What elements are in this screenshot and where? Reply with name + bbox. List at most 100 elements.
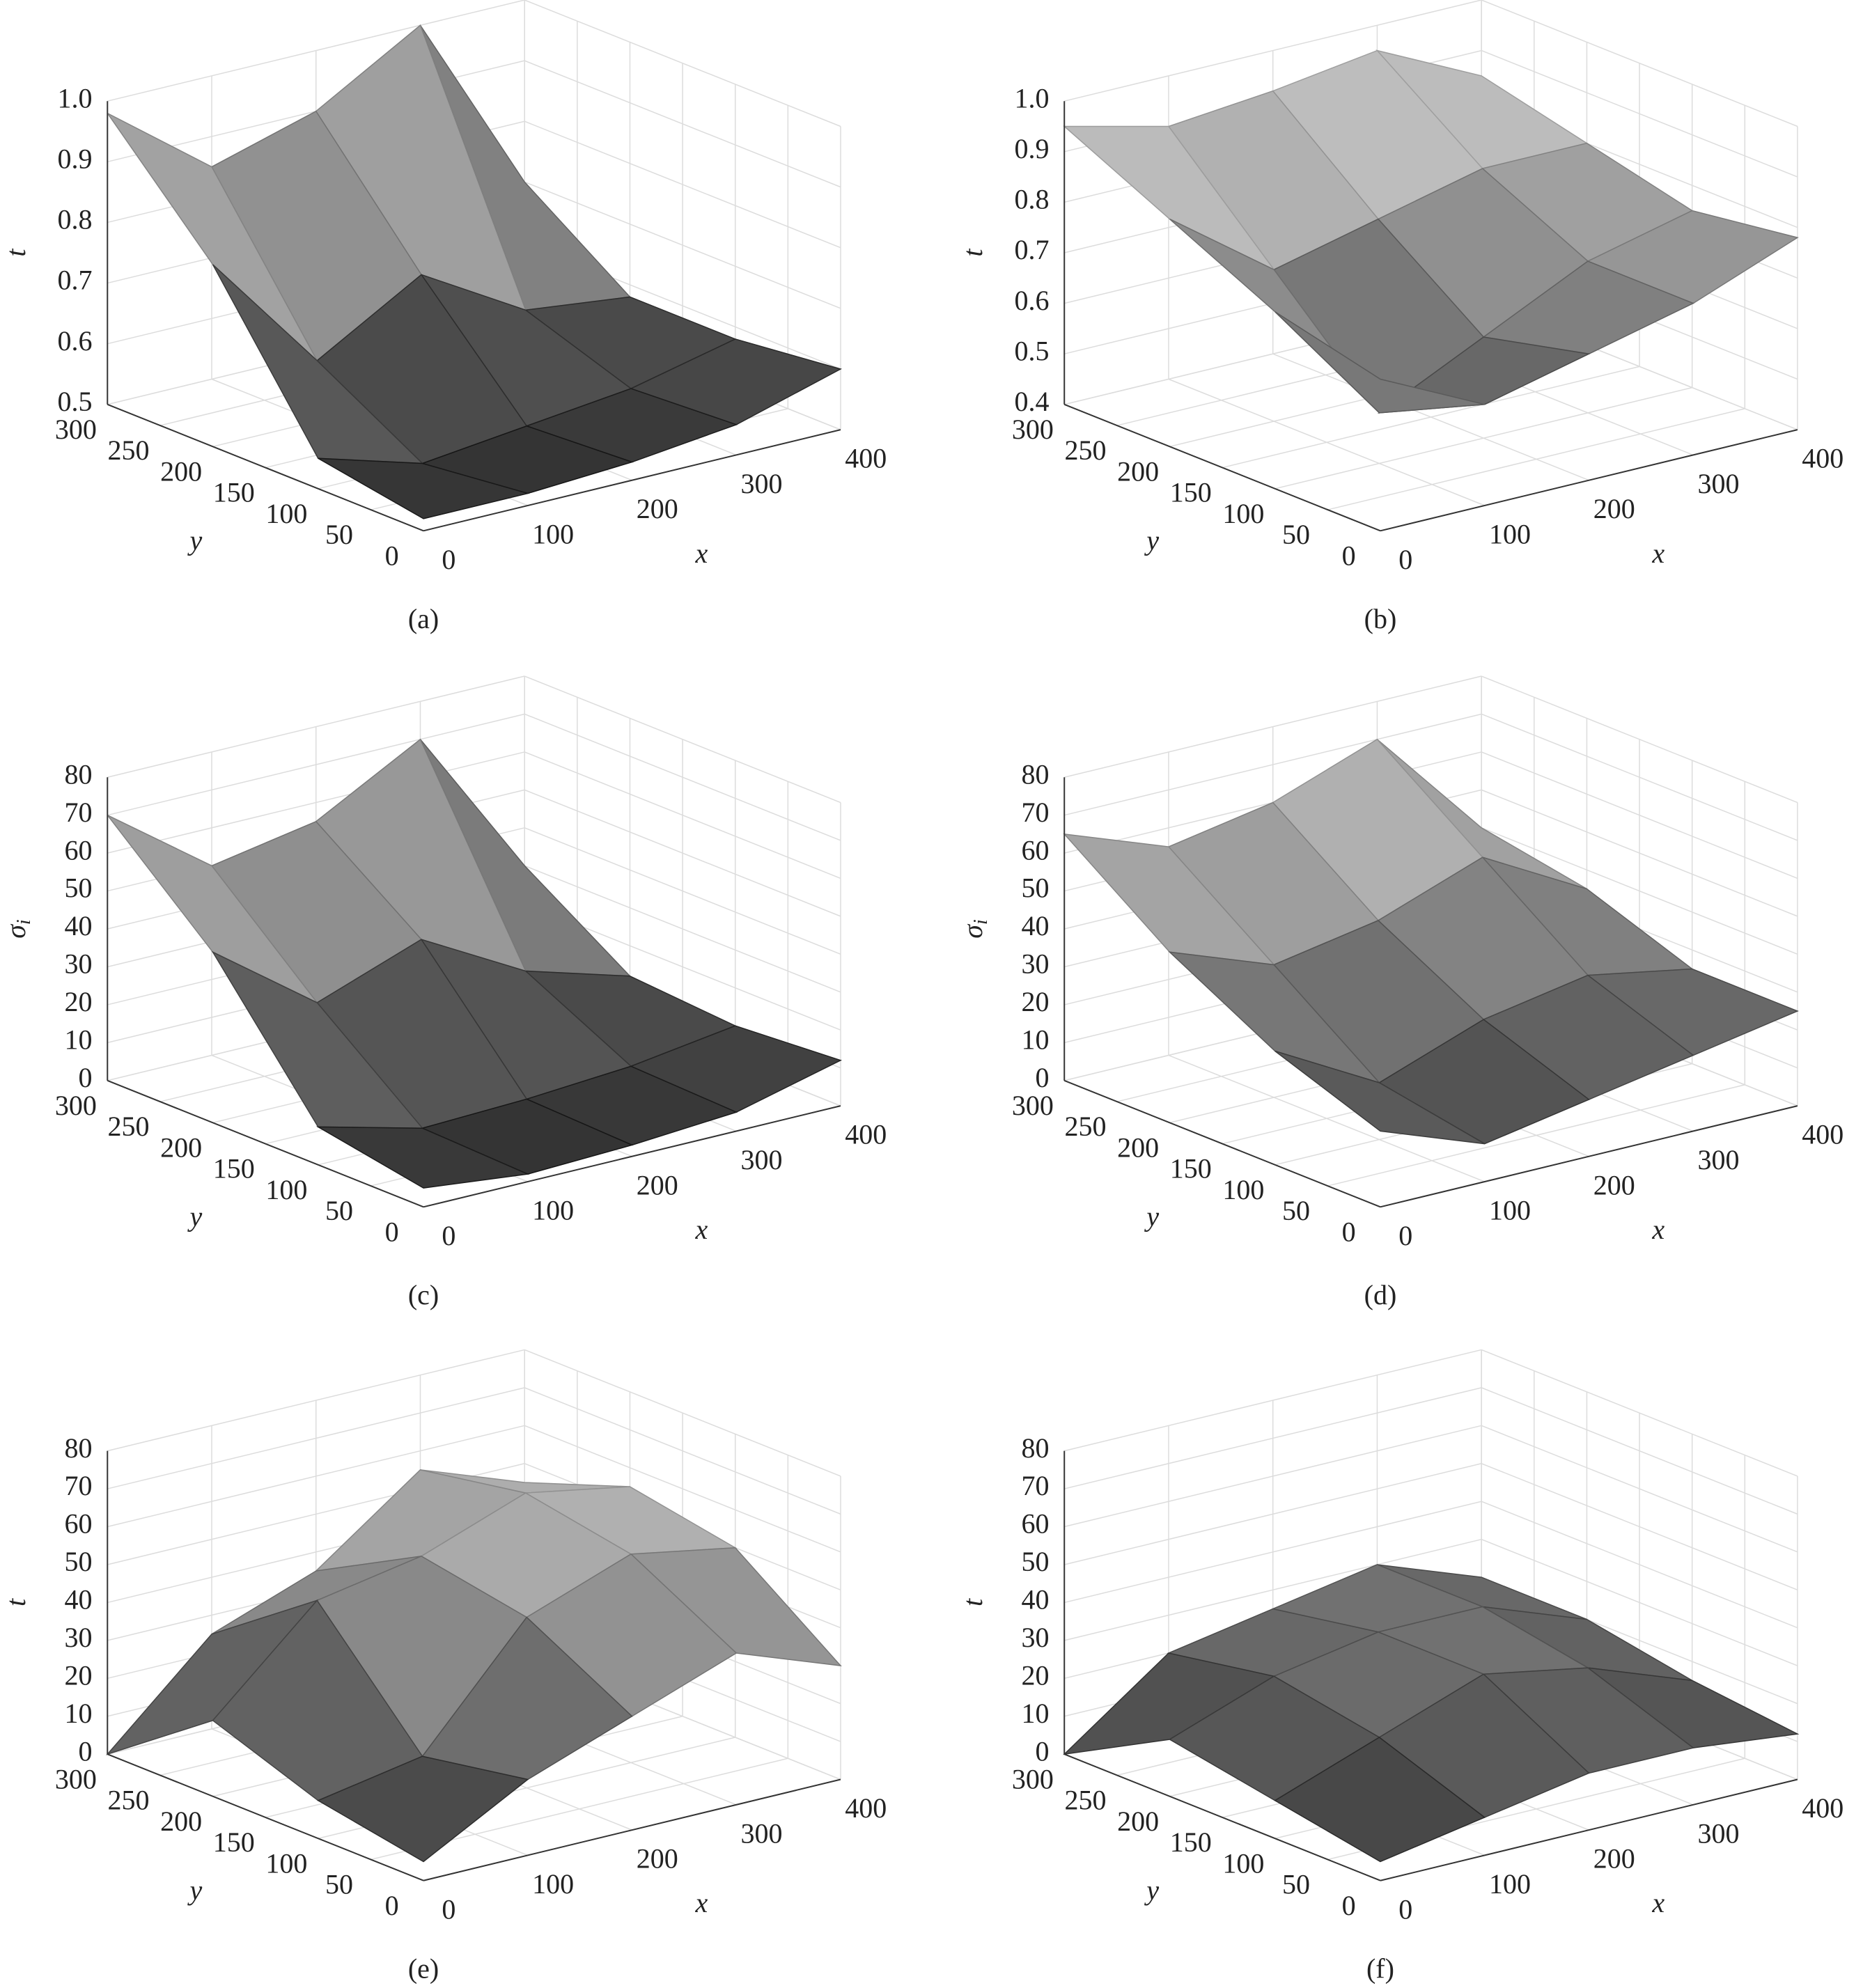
caption: (e): [408, 1953, 439, 1985]
y-tick-label: 150: [213, 1153, 255, 1184]
z-tick-label: 80: [1021, 1432, 1049, 1464]
surface-patch: [317, 1755, 529, 1863]
x-tick-label: 0: [1398, 1220, 1412, 1251]
grid-line: [1064, 1501, 1482, 1604]
y-tick-label: 250: [1064, 1785, 1106, 1816]
y-axis-label: y: [1144, 1201, 1159, 1232]
grid-line: [1327, 1084, 1745, 1187]
z-tick-label: 50: [64, 872, 92, 904]
z-axis-label: σi: [957, 919, 992, 939]
x-tick-label: 100: [1489, 519, 1531, 550]
grid-line: [107, 751, 525, 854]
grid-line: [524, 675, 841, 804]
x-tick-label: 200: [1593, 1169, 1635, 1200]
caption: (b): [1364, 603, 1397, 634]
grid-line: [524, 1349, 841, 1477]
x-axis-label: x: [694, 1214, 708, 1245]
y-tick-label: 100: [265, 1847, 307, 1879]
x-tick-label: 200: [1593, 1843, 1635, 1874]
y-axis: [107, 403, 424, 532]
x-tick-label: 0: [442, 1220, 455, 1251]
grid-line: [1064, 1425, 1482, 1528]
z-tick-label: 40: [1021, 1584, 1049, 1615]
z-tick-label: 0: [1035, 1735, 1049, 1767]
z-tick-label: 10: [64, 1024, 92, 1056]
y-tick-label: 250: [108, 435, 150, 466]
y-axis-label: y: [187, 525, 202, 556]
y-tick-label: 100: [265, 1174, 307, 1205]
grid-line: [1481, 1538, 1798, 1666]
y-axis-label: y: [1144, 525, 1159, 556]
grid-line: [107, 1349, 525, 1452]
z-axis-label-main: t: [0, 249, 31, 257]
z-tick-label: 0.5: [57, 386, 92, 417]
x-tick-label: 0: [1398, 1893, 1412, 1925]
z-tick-label: 70: [64, 797, 92, 828]
y-tick-label: 100: [1222, 1847, 1264, 1879]
grid-line: [1481, 1349, 1798, 1477]
z-axis-label: σi: [0, 919, 35, 939]
grid-line: [1064, 0, 1482, 102]
y-tick-label: 250: [108, 1785, 150, 1816]
y-tick-label: 150: [213, 1826, 255, 1858]
y-tick-label: 250: [1064, 435, 1106, 466]
z-tick-label: 0.8: [1014, 184, 1049, 215]
z-tick-label: 10: [1021, 1024, 1049, 1056]
z-tick-label: 0.6: [57, 325, 92, 357]
z-tick-label: 0.9: [57, 143, 92, 174]
z-tick-label: 80: [64, 758, 92, 790]
x-tick-label: 400: [1802, 443, 1843, 474]
y-tick-label: 200: [1117, 1132, 1159, 1163]
x-tick-label: 400: [1802, 1792, 1843, 1824]
grid-line: [107, 713, 525, 816]
y-tick-label: 200: [160, 1132, 202, 1163]
z-axis-label-main: t: [0, 1598, 31, 1606]
z-axis-label: t: [0, 249, 31, 257]
z-tick-label: 1.0: [57, 82, 92, 114]
y-tick-label: 50: [325, 1869, 353, 1900]
z-axis-label-main: t: [957, 249, 988, 257]
z-tick-label: 0.8: [57, 204, 92, 235]
z-axis-label-main: σ: [957, 924, 988, 939]
x-tick-label: 100: [532, 519, 574, 550]
z-tick-label: 50: [64, 1546, 92, 1577]
y-tick-label: 50: [325, 519, 353, 550]
grid-line: [524, 120, 841, 249]
grid-line: [1327, 408, 1745, 510]
grid-line: [1222, 366, 1640, 469]
z-axis-label: t: [957, 1598, 988, 1606]
y-tick-label: 0: [1342, 1890, 1356, 1921]
y-tick-label: 200: [1117, 455, 1159, 487]
surface-patch: [318, 457, 530, 519]
z-axis-label-main: σ: [0, 924, 31, 939]
z-tick-label: 60: [1021, 834, 1049, 866]
x-tick-label: 200: [637, 1843, 678, 1874]
grid-line: [524, 181, 841, 309]
z-tick-label: 20: [64, 986, 92, 1017]
z-tick-label: 0: [78, 1735, 92, 1767]
grid-line: [524, 713, 841, 841]
x-axis: [1380, 1778, 1798, 1881]
x-tick-label: 0: [442, 1893, 455, 1925]
grid-line: [1481, 1501, 1798, 1629]
grid-line: [524, 1425, 841, 1553]
z-tick-label: 60: [1021, 1508, 1049, 1540]
y-axis: [107, 1079, 424, 1208]
y-tick-label: 100: [1222, 498, 1264, 529]
grid-line: [1481, 0, 1798, 127]
z-tick-label: 40: [64, 910, 92, 941]
x-axis-label: x: [694, 1887, 708, 1918]
x-tick-label: 300: [741, 1144, 783, 1175]
grid-line: [524, 789, 841, 917]
z-tick-label: 60: [64, 834, 92, 866]
z-tick-label: 30: [64, 1622, 92, 1653]
z-tick-label: 0: [78, 1062, 92, 1093]
x-tick-label: 100: [1489, 1868, 1531, 1900]
grid-line: [1481, 1387, 1798, 1515]
y-axis: [107, 1753, 424, 1881]
surface-patch: [315, 1126, 530, 1189]
z-tick-label: 1.0: [1014, 82, 1049, 114]
z-tick-label: 70: [64, 1470, 92, 1501]
x-tick-label: 300: [741, 468, 783, 499]
x-tick-label: 300: [1697, 1144, 1739, 1175]
